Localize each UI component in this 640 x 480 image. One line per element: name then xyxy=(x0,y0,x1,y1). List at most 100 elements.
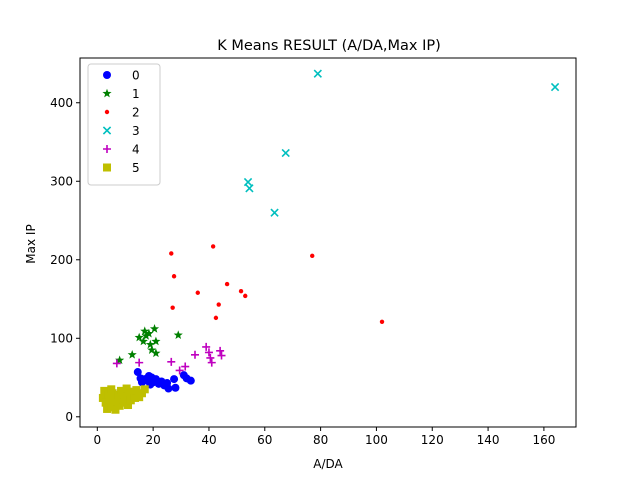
x-tick-label: 120 xyxy=(421,433,444,447)
data-point-cluster-0 xyxy=(164,384,173,393)
legend: 0 1 2 3 4 5 xyxy=(87,63,161,186)
y-tick-label: 300 xyxy=(50,174,73,188)
data-point-cluster-3 xyxy=(550,82,560,92)
legend-label-1: 1 xyxy=(132,87,140,101)
data-point-cluster-2 xyxy=(169,251,174,256)
data-point-cluster-4 xyxy=(135,358,144,367)
data-point-cluster-5 xyxy=(101,398,110,407)
legend-box xyxy=(87,63,161,186)
data-point-cluster-3 xyxy=(245,184,254,193)
data-point-cluster-0 xyxy=(186,376,195,385)
data-point-cluster-4 xyxy=(190,350,199,359)
x-tick-label: 140 xyxy=(477,433,500,447)
data-point-cluster-5 xyxy=(140,385,149,394)
data-point-cluster-5 xyxy=(122,384,131,393)
legend-label-2: 2 xyxy=(132,106,140,120)
data-point-cluster-2 xyxy=(243,293,248,299)
data-point-cluster-2 xyxy=(213,315,219,321)
x-axis-label: A/DA xyxy=(313,457,343,471)
legend-label-4: 4 xyxy=(132,143,140,157)
data-point-cluster-2 xyxy=(170,305,175,310)
chart-title: K Means RESULT (A/DA,Max IP) xyxy=(217,38,441,54)
data-point-cluster-5 xyxy=(104,390,113,399)
data-point-cluster-4 xyxy=(217,351,226,360)
data-point-cluster-1 xyxy=(138,336,148,346)
legend-marker-4 xyxy=(103,145,111,153)
legend-marker-3 xyxy=(102,126,112,135)
plot-frame xyxy=(79,57,577,428)
legend-marker-1 xyxy=(102,88,112,98)
data-point-cluster-1 xyxy=(145,339,155,349)
data-point-cluster-1 xyxy=(127,349,137,359)
data-point-cluster-5 xyxy=(105,395,114,404)
data-point-cluster-5 xyxy=(126,396,135,405)
y-tick-label: 100 xyxy=(50,331,73,345)
data-point-cluster-5 xyxy=(100,386,109,395)
y-axis-label: Max IP xyxy=(24,224,38,263)
data-point-cluster-4 xyxy=(216,346,225,355)
data-point-cluster-1 xyxy=(115,355,125,365)
data-point-cluster-2 xyxy=(224,281,230,287)
legend-label-5: 5 xyxy=(132,161,140,175)
data-point-cluster-5 xyxy=(119,398,128,407)
x-tick-label: 100 xyxy=(365,433,388,447)
y-tick-label: 400 xyxy=(50,96,73,110)
data-point-cluster-4 xyxy=(204,348,213,357)
data-point-cluster-2 xyxy=(310,253,315,259)
data-point-cluster-4 xyxy=(167,357,176,366)
data-point-cluster-5 xyxy=(98,393,107,402)
data-point-cluster-5 xyxy=(132,386,141,395)
data-point-cluster-2 xyxy=(379,319,385,324)
data-point-cluster-5 xyxy=(117,386,126,395)
data-point-cluster-4 xyxy=(112,359,121,368)
data-point-cluster-3 xyxy=(270,208,279,217)
data-point-cluster-5 xyxy=(108,389,117,398)
data-point-cluster-0 xyxy=(170,375,179,384)
data-point-cluster-5 xyxy=(121,392,130,401)
data-point-cluster-1 xyxy=(149,324,160,333)
data-point-cluster-1 xyxy=(144,328,154,338)
data-point-cluster-5 xyxy=(112,397,121,406)
data-point-cluster-5 xyxy=(124,401,133,410)
data-point-cluster-1 xyxy=(140,326,150,336)
data-point-cluster-2 xyxy=(171,274,177,279)
data-point-cluster-3 xyxy=(281,148,290,158)
data-point-cluster-0 xyxy=(171,383,180,392)
y-tick-label: 200 xyxy=(50,253,73,267)
data-point-cluster-1 xyxy=(173,330,183,340)
legend-marker-0 xyxy=(103,71,111,79)
data-point-cluster-4 xyxy=(202,342,211,351)
y-tick-label: 0 xyxy=(65,410,73,424)
data-point-cluster-5 xyxy=(111,405,120,414)
data-point-cluster-3 xyxy=(313,69,322,78)
data-point-cluster-0 xyxy=(133,368,142,377)
legend-marker-2 xyxy=(104,109,110,115)
legend-marker-5 xyxy=(103,163,111,172)
legend-label-0: 0 xyxy=(132,69,140,83)
data-point-cluster-4 xyxy=(181,362,190,371)
data-point-cluster-5 xyxy=(115,401,124,410)
x-tick-label: 80 xyxy=(313,433,328,447)
data-point-cluster-1 xyxy=(141,331,151,340)
data-point-cluster-5 xyxy=(130,393,139,402)
data-point-cluster-2 xyxy=(216,302,221,307)
data-point-cluster-1 xyxy=(147,345,157,354)
x-tick-label: 0 xyxy=(93,433,101,447)
data-point-cluster-4 xyxy=(206,353,215,362)
data-point-cluster-5 xyxy=(103,404,112,413)
x-tick-label: 40 xyxy=(201,433,216,447)
data-point-cluster-1 xyxy=(134,332,144,342)
data-point-cluster-2 xyxy=(210,244,216,249)
data-point-cluster-1 xyxy=(151,348,161,358)
x-tick-label: 160 xyxy=(532,433,555,447)
points-layer xyxy=(98,69,560,414)
x-tick-label: 20 xyxy=(145,433,160,447)
data-point-cluster-4 xyxy=(207,358,216,367)
data-point-cluster-2 xyxy=(238,288,244,294)
legend-label-3: 3 xyxy=(132,124,140,138)
data-point-cluster-3 xyxy=(243,177,253,187)
x-tick-label: 60 xyxy=(257,433,272,447)
data-point-cluster-1 xyxy=(151,336,161,346)
